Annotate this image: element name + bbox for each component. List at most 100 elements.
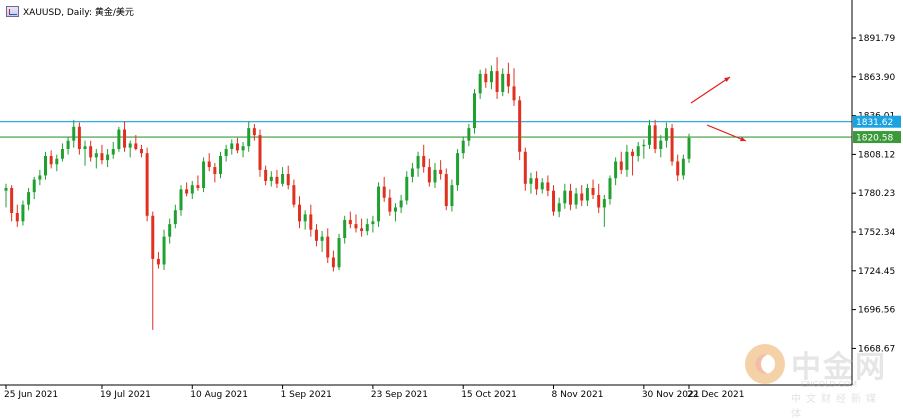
candle-body [281, 174, 285, 184]
candle [360, 218, 364, 237]
candle [597, 183, 601, 213]
x-tick-label: 22 Dec 2021 [687, 390, 745, 400]
candle [10, 185, 14, 222]
candle-body [286, 174, 290, 186]
candle-body [478, 73, 482, 94]
candle [60, 143, 64, 162]
candle [173, 204, 177, 229]
candle-body [235, 143, 239, 151]
x-tick-label: 30 Nov 2021 [642, 390, 700, 400]
candle-body [128, 143, 132, 148]
candle [117, 126, 121, 152]
candle-body [38, 175, 42, 180]
candle [139, 144, 143, 158]
cngold-logo-icon [745, 344, 785, 384]
candle-body [585, 187, 589, 201]
candle-body [467, 128, 471, 141]
candle-body [173, 210, 177, 225]
candle [354, 214, 358, 233]
candle [213, 162, 217, 183]
y-tick-label: 1696.56 [858, 306, 895, 316]
candle [303, 210, 307, 230]
candle [309, 204, 313, 237]
candle [642, 139, 646, 159]
candle [625, 144, 629, 177]
candle [241, 142, 245, 158]
candle [608, 175, 612, 205]
candle [687, 133, 691, 163]
candle [269, 171, 273, 187]
candle-body [433, 169, 437, 183]
candle-body [224, 149, 228, 156]
candle [49, 150, 53, 169]
candle [473, 89, 477, 134]
candle [631, 149, 635, 176]
candle [495, 57, 499, 99]
candle-body [552, 190, 556, 212]
candle [111, 142, 115, 159]
candle [185, 182, 189, 197]
chart-window-icon [6, 5, 19, 17]
x-tick-label: 1 Sep 2021 [281, 390, 332, 400]
candle-body [252, 128, 256, 136]
candle [506, 62, 510, 94]
candle [563, 183, 567, 209]
candle [591, 179, 595, 200]
candle-body [681, 158, 685, 176]
candle-body [354, 224, 358, 229]
candle [574, 187, 578, 209]
candle-body [410, 168, 414, 177]
candle [410, 162, 414, 183]
y-tick-label: 1752.34 [858, 228, 895, 238]
candle-body [574, 193, 578, 205]
candle [444, 168, 448, 211]
candle-body [529, 178, 533, 184]
candle-body [456, 153, 460, 186]
cngold-watermark: 中金网 CNGOLD.COM 中文财经新媒体 [745, 340, 895, 420]
candle [439, 160, 443, 180]
candle [670, 123, 674, 166]
candlestick-chart[interactable]: 1891.791863.901836.011808.121780.231752.… [0, 0, 903, 408]
candle [433, 162, 437, 188]
candle [252, 123, 256, 141]
candle [546, 175, 550, 197]
candle-body [484, 73, 488, 83]
candle [664, 122, 668, 148]
candle-body [360, 228, 364, 232]
candle-body [568, 190, 572, 205]
candle-body [444, 174, 448, 207]
candle-body [202, 161, 206, 188]
candle-body [94, 153, 98, 158]
chart-title: XAUUSD, Daily: 黄金/美元 [23, 7, 134, 18]
candle [145, 147, 149, 222]
candle [258, 129, 262, 177]
candle-body [546, 182, 550, 191]
candle-body [619, 161, 623, 170]
candle [467, 123, 471, 147]
candle [422, 144, 426, 173]
candle-body [309, 214, 313, 230]
candle-body [185, 189, 189, 194]
candle [207, 153, 211, 172]
candle [224, 144, 228, 162]
candle-body [4, 187, 8, 191]
y-tick-label: 1808.12 [858, 150, 895, 160]
candle-body [382, 186, 386, 198]
candle [535, 171, 539, 195]
candle [66, 136, 70, 155]
candle-body [608, 178, 612, 200]
candle [518, 96, 522, 161]
candle [168, 218, 172, 244]
candle-body [10, 187, 14, 213]
candle-body [275, 176, 279, 184]
candle-body [207, 161, 211, 168]
candle-body [145, 153, 149, 216]
candle-body [461, 140, 465, 154]
candle [326, 228, 330, 264]
candle [292, 179, 296, 208]
candle [602, 194, 606, 227]
candle [235, 137, 239, 154]
candle-body [416, 155, 420, 169]
x-tick-label: 8 Nov 2021 [552, 390, 604, 400]
candle [540, 178, 544, 194]
